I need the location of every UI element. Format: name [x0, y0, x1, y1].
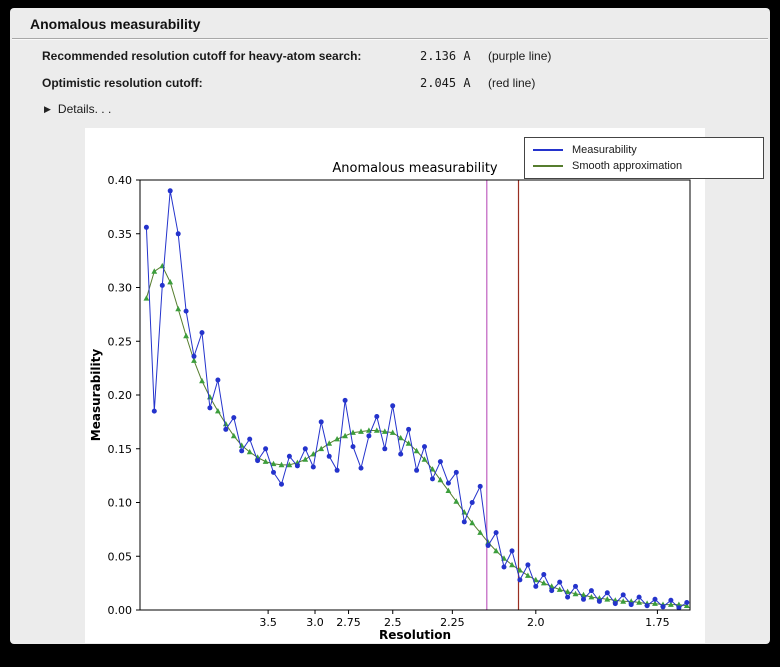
legend-label: Smooth approximation: [572, 160, 683, 172]
title-separator: [12, 38, 768, 40]
y-tick-label: 0.20: [108, 389, 133, 402]
page-title: Anomalous measurability: [30, 16, 201, 32]
x-axis-title: Resolution: [379, 628, 451, 642]
measurability-chart: 0.00 0.05 0.10 0.15 0.20 0.25 0.30 0.35 0.40 3.5 3…: [85, 128, 705, 643]
legend-label: Measurability: [572, 144, 637, 156]
x-tick-label: 2.5: [384, 616, 402, 629]
recommended-cutoff-value: 2.136 A: [420, 49, 471, 63]
y-tick-label: 0.00: [108, 604, 133, 617]
smooth-approximation-line-sample: [533, 165, 563, 167]
optimistic-cutoff-value: 2.045 A: [420, 76, 471, 90]
y-tick-label: 0.35: [108, 228, 133, 241]
details-disclosure[interactable]: ▶ Details. . .: [44, 102, 111, 116]
y-tick-label: 0.10: [108, 497, 133, 510]
optimistic-cutoff-label: Optimistic resolution cutoff:: [42, 76, 203, 90]
chart-title: Anomalous measurability: [332, 161, 498, 176]
x-tick-label: 3.5: [259, 616, 277, 629]
y-tick-label: 0.40: [108, 174, 133, 187]
chart-legend: Measurability Smooth approximation: [524, 137, 764, 179]
x-tick-label: 2.0: [527, 616, 545, 629]
recommended-cutoff-label: Recommended resolution cutoff for heavy-…: [42, 49, 362, 63]
legend-entry-smooth-approximation: Smooth approximation: [533, 158, 755, 174]
recommended-cutoff-note: (purple line): [488, 49, 552, 63]
x-tick-label: 3.0: [306, 616, 324, 629]
x-tick-label: 2.75: [336, 616, 361, 629]
details-label: Details. . .: [57, 102, 112, 116]
y-tick-label: 0.15: [108, 443, 133, 456]
measurability-line-sample: [533, 149, 563, 151]
plot-area: [140, 180, 690, 610]
optimistic-cutoff-note: (red line): [488, 76, 536, 90]
optimistic-cutoff-row: Optimistic resolution cutoff: 2.045 A (r…: [10, 76, 770, 96]
y-tick-label: 0.30: [108, 282, 133, 295]
x-tick-label: 2.25: [440, 616, 465, 629]
x-tick-label: 1.75: [645, 616, 670, 629]
y-tick-label: 0.25: [108, 335, 133, 348]
dialog-panel: Anomalous measurability Recommended reso…: [10, 8, 770, 644]
legend-entry-measurability: Measurability: [533, 142, 755, 158]
disclosure-triangle-icon: ▶: [44, 103, 51, 114]
recommended-cutoff-row: Recommended resolution cutoff for heavy-…: [10, 49, 770, 69]
y-axis-title: Measurability: [89, 349, 103, 442]
y-tick-label: 0.05: [108, 550, 133, 563]
